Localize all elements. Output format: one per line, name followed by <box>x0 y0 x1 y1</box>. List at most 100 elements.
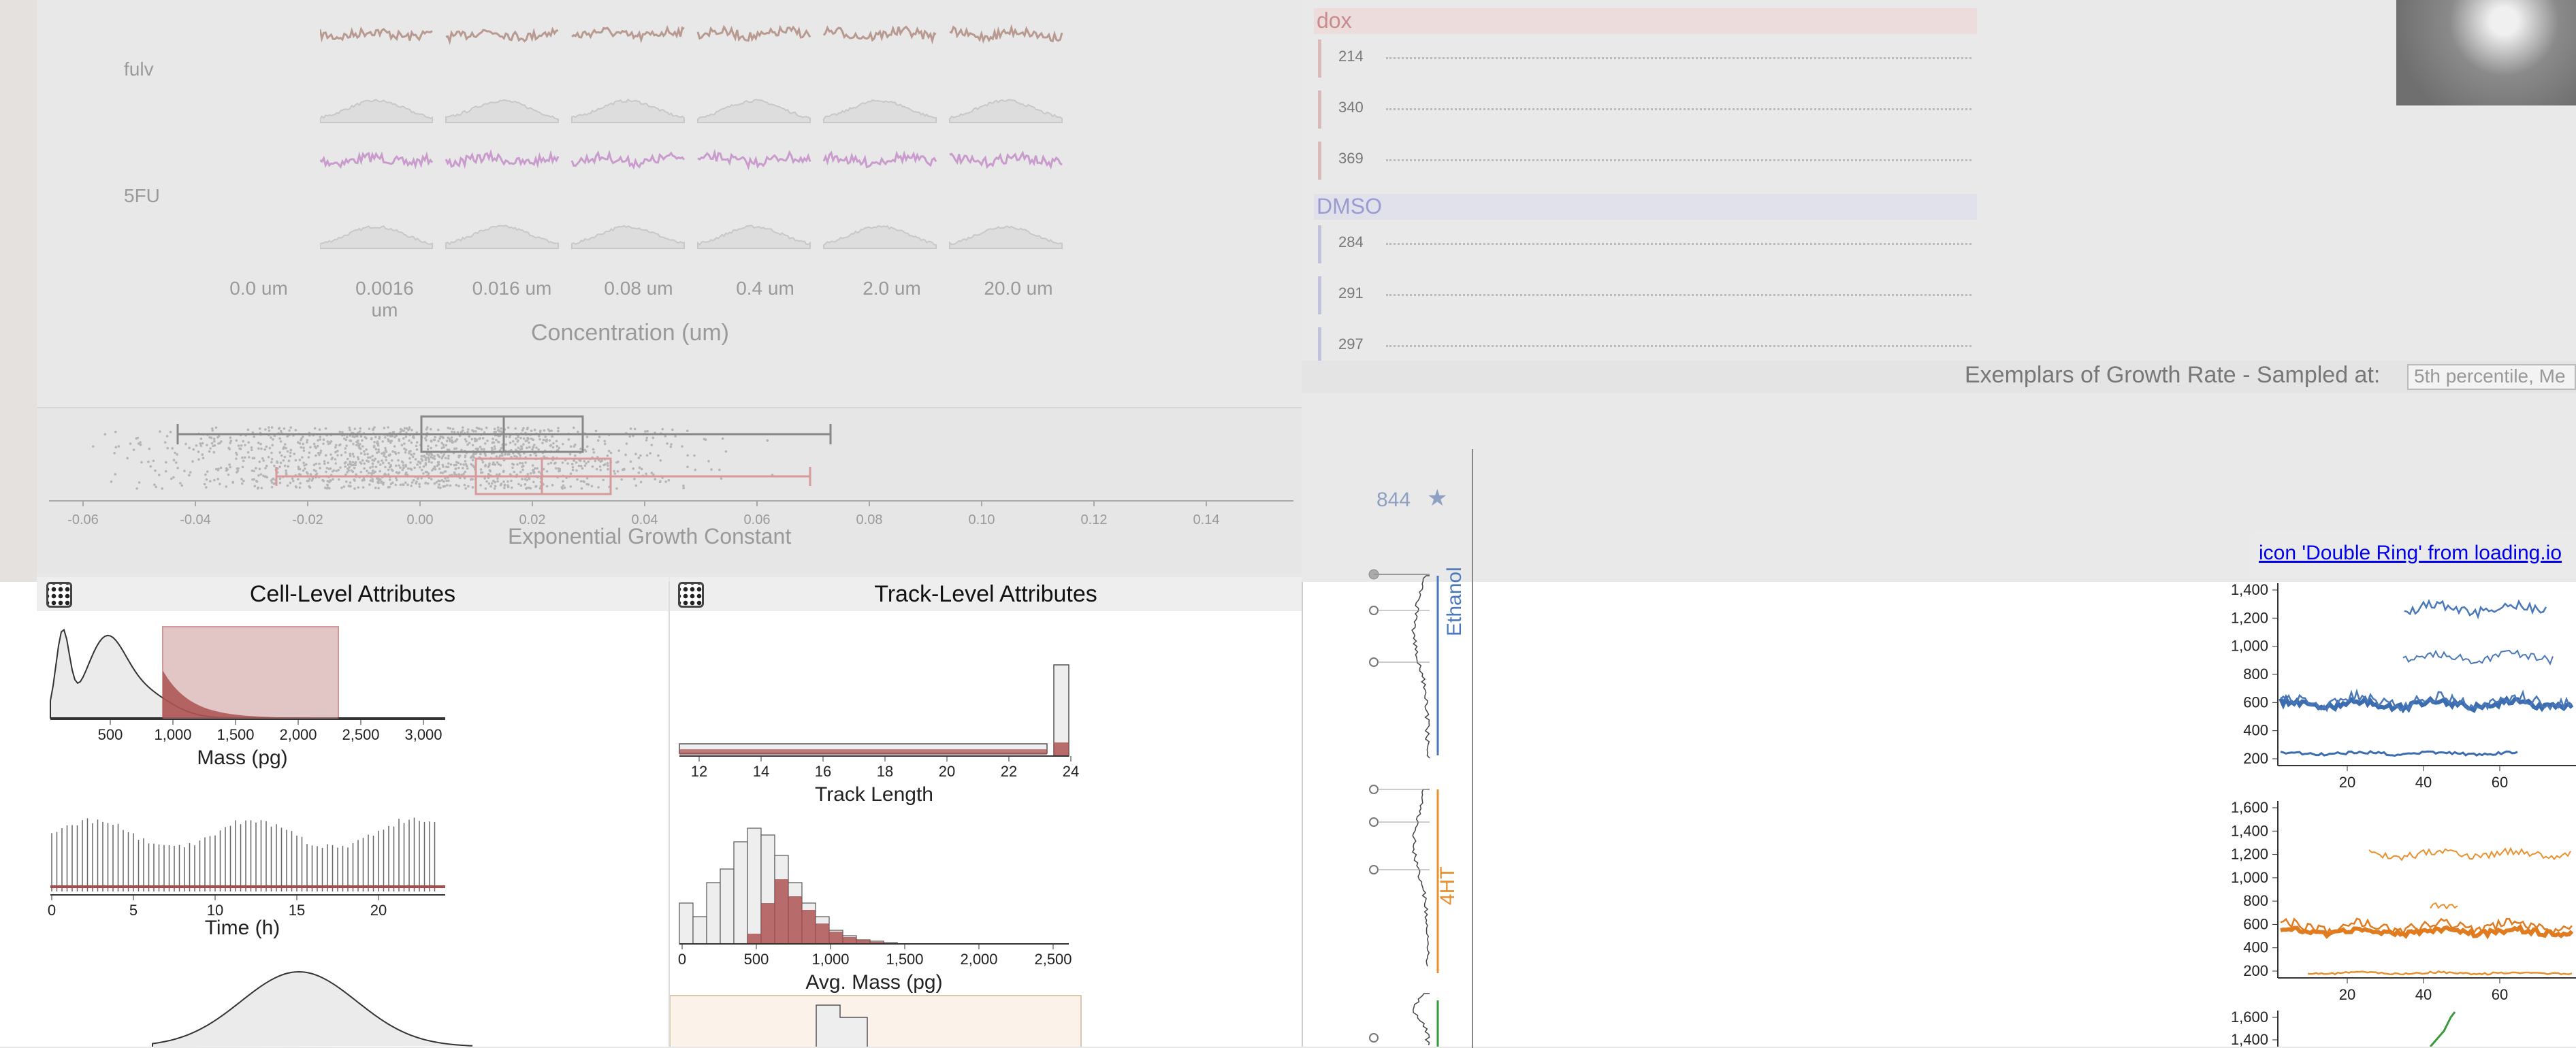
data-point <box>399 431 402 433</box>
data-point <box>534 485 537 488</box>
data-point <box>426 482 430 485</box>
tick-label: 20 <box>2339 986 2355 1003</box>
data-point <box>373 440 376 444</box>
data-point <box>575 461 578 464</box>
data-point <box>267 455 270 459</box>
density-area <box>949 225 1063 249</box>
data-point <box>558 446 561 450</box>
track-row[interactable]: 284 <box>1318 224 1971 265</box>
data-point <box>170 477 173 480</box>
data-point <box>153 483 156 487</box>
data-point <box>521 478 524 480</box>
concentration-label: 2.0 um <box>863 278 921 299</box>
data-point <box>214 468 218 471</box>
tick-label: 1,000 <box>811 951 849 968</box>
data-point <box>413 466 416 470</box>
data-point <box>542 438 545 442</box>
cell-attrs-title: Cell-Level Attributes <box>249 580 456 607</box>
data-point <box>515 455 518 458</box>
data-point <box>404 481 407 485</box>
data-point <box>591 465 594 468</box>
star-icon-2[interactable]: ★ <box>1427 485 1448 511</box>
data-point <box>345 444 348 447</box>
data-point <box>225 485 228 488</box>
data-point <box>405 427 408 430</box>
data-point <box>551 484 554 487</box>
data-point <box>297 472 301 476</box>
data-point <box>219 442 221 444</box>
data-point <box>305 463 308 466</box>
data-point <box>501 454 504 457</box>
data-point <box>497 440 500 444</box>
data-point <box>532 469 535 472</box>
data-point <box>208 436 211 439</box>
data-point <box>670 443 673 446</box>
data-point <box>387 473 390 476</box>
track-row[interactable]: 369 <box>1318 140 1971 181</box>
percentile-select[interactable]: 5th percentile, Me <box>2407 364 2576 390</box>
track-id: 214 <box>1338 48 1364 65</box>
data-point <box>306 441 308 444</box>
data-point <box>661 427 664 431</box>
track-row[interactable]: 214 <box>1318 38 1971 79</box>
data-point <box>404 435 408 438</box>
data-point <box>598 436 601 438</box>
data-point <box>253 435 256 438</box>
data-point <box>495 438 498 442</box>
data-point <box>261 457 264 460</box>
data-point <box>201 453 204 456</box>
data-point <box>434 468 437 471</box>
data-point <box>632 467 635 470</box>
data-point <box>103 433 107 436</box>
data-point <box>508 453 511 456</box>
data-point <box>398 471 401 474</box>
data-point <box>324 427 327 430</box>
data-point <box>414 458 417 461</box>
data-point <box>310 479 314 482</box>
data-point <box>433 455 436 458</box>
data-point <box>682 487 685 490</box>
data-point <box>259 473 263 476</box>
concentration-label: 0.016 um <box>472 278 552 299</box>
data-point <box>558 470 561 473</box>
data-point <box>457 473 461 476</box>
data-point <box>441 455 445 458</box>
divider-left <box>669 582 670 1047</box>
data-point <box>354 463 357 467</box>
data-point <box>298 486 302 489</box>
data-point <box>318 462 321 465</box>
data-point <box>453 447 456 451</box>
data-point <box>383 427 386 429</box>
data-point <box>494 463 496 466</box>
density-area <box>697 225 811 249</box>
data-point <box>408 452 410 455</box>
data-point <box>475 439 478 442</box>
data-point <box>349 481 352 484</box>
data-point <box>586 445 589 448</box>
data-point <box>543 455 545 458</box>
track-row[interactable]: 291 <box>1318 275 1971 316</box>
data-point <box>92 445 95 448</box>
grid-icon-2[interactable] <box>678 582 704 608</box>
data-point <box>519 484 523 487</box>
data-point <box>422 472 425 475</box>
data-point <box>199 437 203 440</box>
loading-credit-link[interactable]: icon 'Double Ring' from loading.io <box>2249 531 2576 576</box>
sample-marker <box>1369 865 1379 874</box>
track-row[interactable]: 340 <box>1318 89 1971 130</box>
grid-icon[interactable] <box>46 582 72 608</box>
tick-label: 800 <box>2243 666 2268 683</box>
data-point <box>428 454 430 457</box>
data-point <box>306 479 309 482</box>
track-level-charts: 12 14 16 18 20 22 24 Track Length 0 500 1,000 1,500… <box>670 664 1082 1047</box>
data-point <box>183 470 186 472</box>
tick-label: 1,400 <box>2231 581 2268 598</box>
data-point <box>479 484 482 487</box>
data-point <box>208 450 211 453</box>
tick-label: 2,000 <box>960 951 997 968</box>
data-point <box>664 435 667 438</box>
data-point <box>650 444 654 446</box>
data-point <box>526 427 529 431</box>
track-row[interactable]: 297 <box>1318 326 1971 367</box>
data-point <box>257 474 260 477</box>
